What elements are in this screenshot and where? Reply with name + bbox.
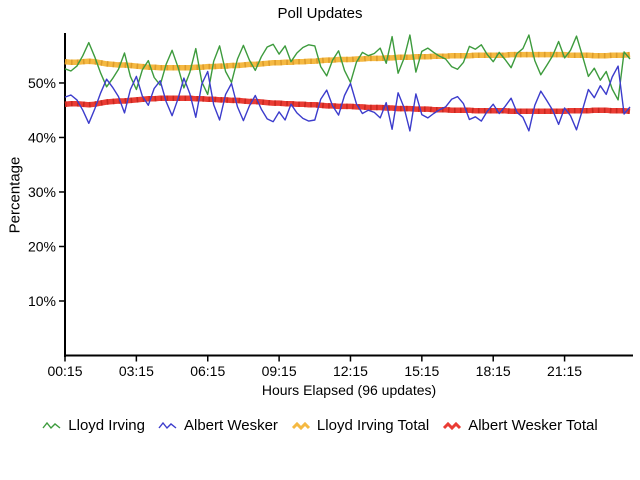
lloyd-irving-line-icon [42, 421, 61, 429]
series-line-lloyd-irving-total-segments [64, 51, 631, 71]
legend-item-lloyd-irving-total: Lloyd Irving Total [291, 417, 429, 434]
y-tick-label: 50% [28, 75, 56, 91]
x-tick-label: 09:15 [262, 363, 297, 379]
y-tick-label: 30% [28, 184, 56, 200]
y-tick-label: 10% [28, 293, 56, 309]
legend-item-lloyd-irving: Lloyd Irving [42, 417, 145, 434]
y-tick-label: 40% [28, 129, 56, 145]
x-tick-label: 12:15 [333, 363, 368, 379]
legend-label: Albert Wesker Total [468, 417, 598, 434]
legend-item-albert-wesker-total: Albert Wesker Total [442, 417, 598, 434]
x-axis-label: Hours Elapsed (96 updates) [261, 382, 437, 398]
albert-wesker-total-line-icon [443, 421, 462, 430]
x-tick-label: 00:15 [47, 363, 82, 379]
legend-label: Lloyd Irving [68, 417, 145, 434]
lloyd-irving-total-line-icon [291, 421, 310, 430]
x-tick-label: 18:15 [476, 363, 511, 379]
x-tick-label: 15:15 [404, 363, 439, 379]
x-tick-label: 03:15 [119, 363, 154, 379]
legend-label: Lloyd Irving Total [316, 417, 430, 434]
legend-item-albert-wesker: Albert Wesker [158, 417, 278, 434]
albert-wesker-line-icon [158, 421, 177, 429]
legend: Lloyd Irving Albert Wesker Lloyd Irving … [0, 417, 640, 434]
x-tick-label: 06:15 [190, 363, 225, 379]
y-tick-label: 20% [28, 238, 56, 254]
x-tick-label: 21:15 [547, 363, 582, 379]
chart-title: Poll Updates [277, 5, 363, 22]
series-line-albert-wesker [64, 65, 631, 132]
series-line-albert-wesker-total-segments [64, 95, 631, 115]
series-line-lloyd-irving [64, 34, 631, 101]
legend-label: Albert Wesker [184, 417, 278, 434]
